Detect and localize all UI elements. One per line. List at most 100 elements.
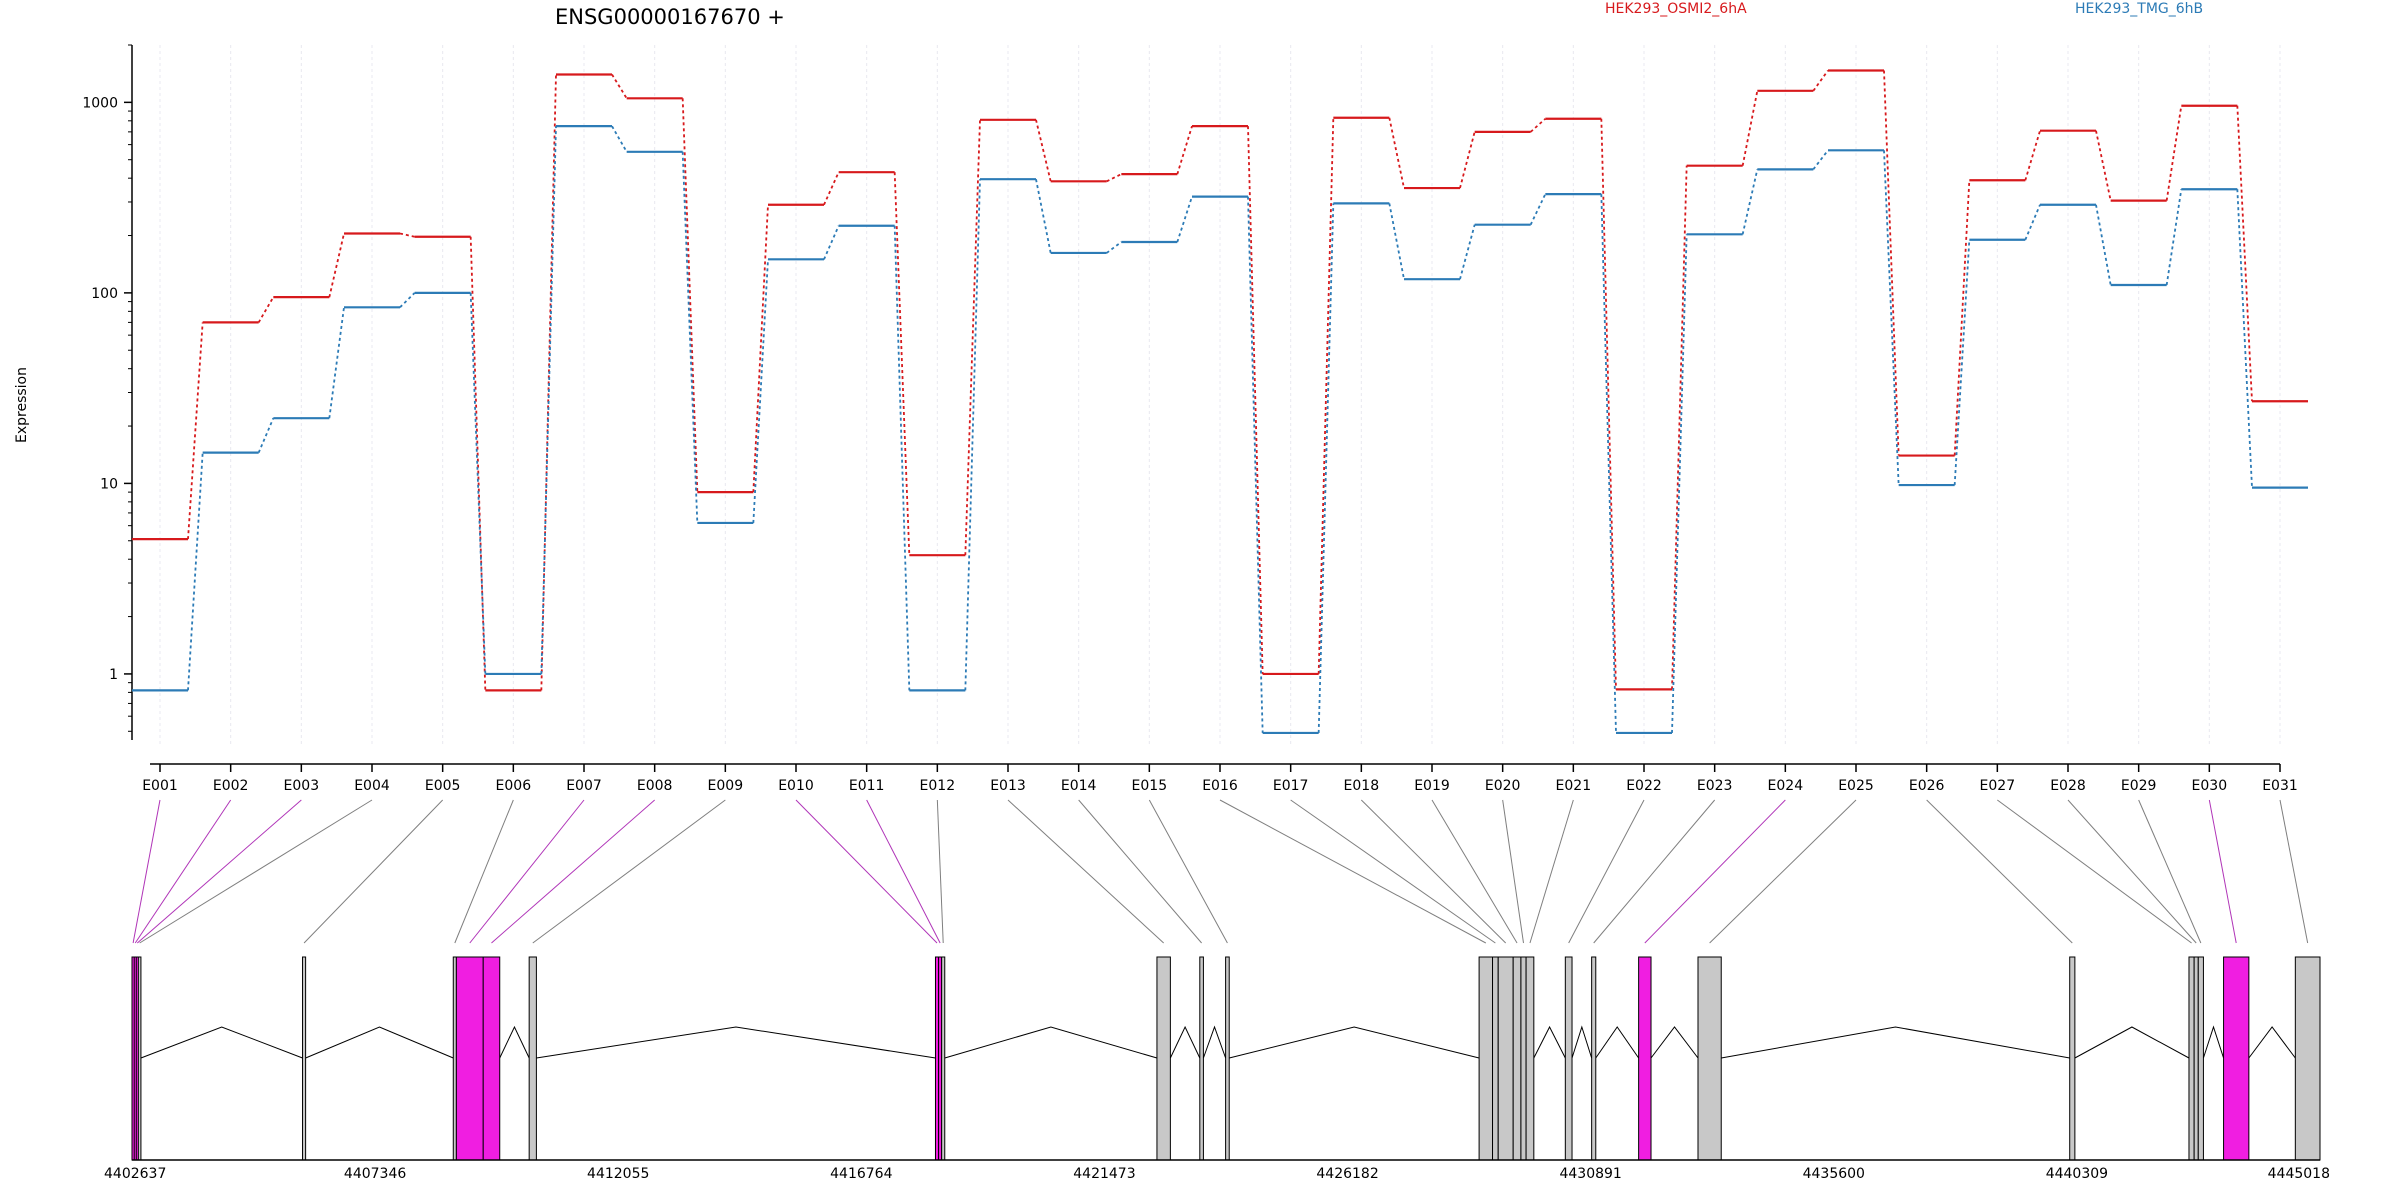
connector-e016 bbox=[1219, 799, 1487, 944]
x-tick-label-e011: E011 bbox=[849, 778, 885, 794]
genomic-tick-label-4421473: 4421473 bbox=[1073, 1166, 1135, 1182]
step-hek293-tmg-6hb-4 bbox=[399, 292, 416, 308]
exon-box-e026 bbox=[2069, 956, 2076, 1161]
x-tick-label-e010: E010 bbox=[778, 778, 814, 794]
x-tick-label-e013: E013 bbox=[990, 778, 1026, 794]
intron-24 bbox=[1650, 1026, 1699, 1059]
connector-e014 bbox=[1078, 799, 1202, 944]
step-hek293-tmg-6hb-30 bbox=[2236, 189, 2253, 488]
genomic-tick-label-4440309: 4440309 bbox=[2046, 1166, 2108, 1182]
step-hek293-osmi2-6ha-28 bbox=[2095, 130, 2112, 201]
step-hek293-osmi2-6ha-14 bbox=[1106, 173, 1122, 183]
x-tick-label-e016: E016 bbox=[1202, 778, 1238, 794]
gene-model: 4402637 4407346 4412055 4416764 4421473 44261… bbox=[104, 956, 2330, 1182]
exon-box-e015 bbox=[1225, 956, 1230, 1161]
step-hek293-osmi2-6ha-27 bbox=[2024, 130, 2041, 181]
x-tick-label-e012: E012 bbox=[920, 778, 956, 794]
step-hek293-osmi2-6ha-18 bbox=[1388, 117, 1405, 189]
connector-e031 bbox=[2279, 799, 2309, 944]
x-tick-label-e004: E004 bbox=[354, 778, 390, 794]
step-hek293-osmi2-6ha-19 bbox=[1459, 131, 1476, 189]
connector-e028 bbox=[2067, 799, 2197, 944]
exon-box-e004 bbox=[137, 956, 142, 1161]
x-tick-label-e017: E017 bbox=[1273, 778, 1309, 794]
step-hek293-osmi2-6ha-23 bbox=[1741, 90, 1759, 166]
exon-box-e007 bbox=[455, 956, 484, 1161]
x-tick-label-e020: E020 bbox=[1485, 778, 1521, 794]
connector-e023 bbox=[1593, 799, 1716, 944]
step-hek293-tmg-6hb-1 bbox=[187, 452, 204, 691]
connector-e003 bbox=[136, 799, 302, 944]
intron-15 bbox=[1229, 1026, 1480, 1059]
series-lines bbox=[132, 69, 2308, 735]
exon-box-e008 bbox=[482, 956, 501, 1161]
x-tick-label-e005: E005 bbox=[425, 778, 461, 794]
connector-e013 bbox=[1007, 799, 1164, 944]
connector-e012 bbox=[936, 799, 944, 944]
step-hek293-osmi2-6ha-1 bbox=[187, 322, 204, 540]
step-hek293-osmi2-6ha-4 bbox=[399, 232, 415, 238]
step-hek293-osmi2-6ha-8 bbox=[681, 98, 699, 493]
connector-e004 bbox=[139, 799, 373, 944]
step-hek293-osmi2-6ha-20 bbox=[1530, 118, 1546, 133]
connector-e007 bbox=[469, 799, 585, 944]
x-tick-label-e023: E023 bbox=[1697, 778, 1733, 794]
exon-box-e030 bbox=[2223, 956, 2250, 1161]
intron-14 bbox=[1202, 1025, 1227, 1059]
x-tick-label-e025: E025 bbox=[1838, 778, 1874, 794]
step-hek293-osmi2-6ha-12 bbox=[964, 119, 981, 556]
exon-box-e013 bbox=[1156, 956, 1171, 1161]
step-hek293-tmg-6hb-28 bbox=[2095, 204, 2112, 286]
step-hek293-tmg-6hb-13 bbox=[1035, 179, 1052, 254]
connector-e027 bbox=[1997, 799, 2192, 944]
step-hek293-osmi2-6ha-7 bbox=[611, 74, 628, 99]
step-hek293-tmg-6hb-19 bbox=[1459, 224, 1476, 280]
exon-box-e025 bbox=[1697, 956, 1722, 1161]
x-tick-label-e018: E018 bbox=[1344, 778, 1380, 794]
step-hek293-tmg-6hb-12 bbox=[964, 179, 981, 691]
x-tick-label-e003: E003 bbox=[284, 778, 320, 794]
connector-e019 bbox=[1431, 799, 1518, 944]
x-tick-label-e021: E021 bbox=[1556, 778, 1592, 794]
step-hek293-osmi2-6ha-29 bbox=[2165, 105, 2183, 201]
x-tick-label-e022: E022 bbox=[1626, 778, 1662, 794]
exon-box-e029 bbox=[2197, 956, 2204, 1161]
x-tick-label-e026: E026 bbox=[1909, 778, 1945, 794]
chart-title: ENSG00000167670 + bbox=[555, 5, 785, 29]
y-tick-label-1000: 1000 bbox=[82, 95, 118, 111]
genomic-tick-label-4407346: 4407346 bbox=[344, 1166, 406, 1182]
intron-13 bbox=[1169, 1025, 1201, 1059]
exon-box-e019 bbox=[1512, 956, 1522, 1161]
step-hek293-osmi2-6ha-30 bbox=[2236, 105, 2253, 402]
step-hek293-tmg-6hb-7 bbox=[611, 125, 628, 153]
step-hek293-osmi2-6ha-21 bbox=[1600, 118, 1617, 690]
exon-box-e027 bbox=[2188, 956, 2195, 1161]
step-hek293-osmi2-6ha-5 bbox=[469, 236, 487, 691]
step-hek293-tmg-6hb-24 bbox=[1812, 149, 1829, 170]
intron-29 bbox=[2202, 1025, 2225, 1059]
exon-gridlines bbox=[159, 45, 2281, 744]
intron-12 bbox=[944, 1026, 1158, 1059]
y-axis-label: Expression bbox=[14, 367, 30, 443]
exon-box-e016 bbox=[1478, 956, 1494, 1161]
intron-21 bbox=[1533, 1025, 1566, 1059]
step-hek293-osmi2-6ha-2 bbox=[257, 296, 275, 323]
step-hek293-tmg-6hb-27 bbox=[2024, 204, 2041, 241]
step-hek293-tmg-6hb-21 bbox=[1600, 194, 1617, 733]
x-tick-label-e015: E015 bbox=[1132, 778, 1168, 794]
x-tick-label-e019: E019 bbox=[1414, 778, 1450, 794]
intron-25 bbox=[1721, 1026, 2070, 1059]
series-hek293-osmi2-6ha bbox=[132, 69, 2308, 692]
exon-box-e005 bbox=[302, 956, 307, 1161]
connector-e026 bbox=[1926, 799, 2073, 944]
connector-e024 bbox=[1644, 799, 1786, 944]
step-hek293-tmg-6hb-18 bbox=[1388, 203, 1405, 280]
genomic-tick-label-4435600: 4435600 bbox=[1803, 1166, 1865, 1182]
connector-e022 bbox=[1568, 799, 1645, 944]
step-hek293-tmg-6hb-14 bbox=[1106, 241, 1122, 254]
exon-box-e012 bbox=[941, 956, 946, 1161]
step-hek293-osmi2-6ha-13 bbox=[1035, 119, 1052, 182]
connector-e025 bbox=[1709, 799, 1857, 944]
